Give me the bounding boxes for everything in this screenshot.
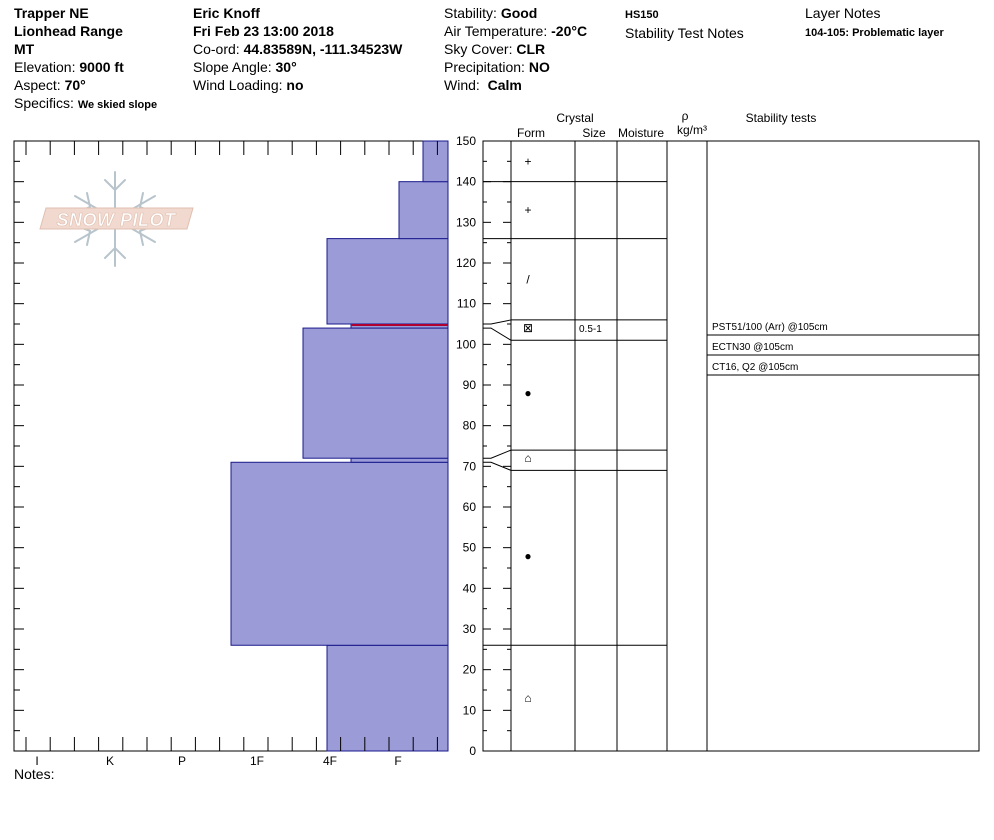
height-tick-30: 30 bbox=[463, 622, 477, 636]
height-tick-60: 60 bbox=[463, 500, 477, 514]
location-name: Trapper NE bbox=[14, 5, 89, 21]
hardness-bar-1 bbox=[230, 461, 449, 646]
logo-wordmark: SNOW PILOT bbox=[57, 210, 177, 230]
wind: Wind: Calm bbox=[444, 77, 522, 93]
stability: Stability: Good bbox=[444, 5, 538, 21]
hardness-bar-6 bbox=[398, 181, 449, 240]
header-col-2: Eric Knoff Fri Feb 23 13:00 2018 Co-ord:… bbox=[193, 4, 402, 94]
hardness-bar-7 bbox=[422, 140, 449, 183]
height-tick-120: 120 bbox=[456, 256, 476, 270]
stability-notes-title: Stability Test Notes bbox=[625, 25, 744, 41]
height-tick-10: 10 bbox=[463, 703, 477, 717]
hardness-label-f: F bbox=[394, 754, 401, 768]
hardness-label-1f: 1F bbox=[250, 754, 264, 768]
crystal-form-6: ● bbox=[524, 549, 531, 563]
slope-angle: Slope Angle: 30° bbox=[193, 59, 297, 75]
height-tick-110: 110 bbox=[457, 297, 476, 311]
stability-tests: PST51/100 (Arr) @105cm ECTN30 @105cm CT1… bbox=[707, 322, 979, 376]
hardness-bar-2 bbox=[350, 457, 449, 463]
hardness-label-4f: 4F bbox=[323, 754, 337, 768]
stability-test-pst: PST51/100 (Arr) @105cm bbox=[712, 322, 828, 333]
crystal-form-1: + bbox=[524, 203, 531, 217]
crystal-form-5: ⌂ bbox=[524, 451, 531, 465]
layer-notes-title: Layer Notes bbox=[805, 5, 881, 21]
height-tick-140: 140 bbox=[456, 175, 476, 189]
layer-note: 104-105: Problematic layer bbox=[805, 27, 944, 39]
hardness-label-i: I bbox=[35, 754, 38, 768]
table-frame bbox=[482, 140, 980, 752]
header-col-4: HS150 Stability Test Notes bbox=[625, 4, 744, 42]
elevation: Elevation: 9000 ft bbox=[14, 59, 124, 75]
boundary-connector-3 bbox=[483, 319, 512, 325]
wind-loading: Wind Loading: no bbox=[193, 77, 304, 93]
hardness-bar-3 bbox=[302, 327, 449, 459]
coordinates: Co-ord: 44.83589N, -111.34523W bbox=[193, 41, 403, 57]
header-form: Form bbox=[517, 126, 545, 140]
crystal-size-3: 0.5-1 bbox=[579, 324, 602, 335]
snowpilot-logo: SNOW PILOT bbox=[39, 171, 194, 267]
layer-boundaries bbox=[483, 140, 667, 646]
boundary-connector-5 bbox=[483, 449, 512, 459]
crystal-form-4: ● bbox=[524, 386, 531, 400]
observer-name: Eric Knoff bbox=[193, 5, 260, 21]
header-stability-tests: Stability tests bbox=[746, 111, 817, 125]
specifics: Specifics: We skied slope bbox=[14, 95, 158, 111]
crystal-rows: + + / ⊠ 0.5-1 ● ⌂ ● ⌂ bbox=[523, 154, 602, 705]
stability-test-ectn: ECTN30 @105cm bbox=[712, 342, 793, 353]
hardness-label-p: P bbox=[178, 754, 186, 768]
crystal-form-0: + bbox=[524, 154, 531, 168]
layer-table: + + / ⊠ 0.5-1 ● ⌂ ● ⌂ bbox=[482, 140, 980, 752]
header-col-1: Trapper NE Lionhead Range MT Elevation: … bbox=[14, 4, 157, 114]
boundary-connector-6 bbox=[483, 461, 512, 471]
crystal-form-2: / bbox=[526, 272, 530, 286]
height-tick-20: 20 bbox=[463, 663, 477, 677]
air-temperature: Air Temperature: -20°C bbox=[444, 23, 588, 39]
height-tick-0: 0 bbox=[469, 744, 476, 758]
state: MT bbox=[14, 41, 35, 57]
boundary-connector-4 bbox=[483, 327, 512, 341]
hardness-scale: I K P 1F 4F F bbox=[35, 754, 401, 768]
height-tick-90: 90 bbox=[463, 378, 477, 392]
header-col-3: Stability: Good Air Temperature: -20°C S… bbox=[444, 4, 587, 94]
height-tick-70: 70 bbox=[463, 459, 477, 473]
hardness-bar-5 bbox=[326, 238, 449, 325]
height-tick-50: 50 bbox=[463, 541, 477, 555]
header-size: Size bbox=[582, 126, 606, 140]
notes-label: Notes: bbox=[14, 766, 55, 782]
hardness-bar-0 bbox=[326, 644, 449, 752]
table-headers: Crystal Form Size Moisture ρ kg/m³ Stabi… bbox=[517, 109, 816, 140]
sky-cover: Sky Cover: CLR bbox=[444, 41, 546, 57]
aspect: Aspect: 70° bbox=[14, 77, 86, 93]
stability-test-ct: CT16, Q2 @105cm bbox=[712, 362, 798, 373]
crystal-form-3: ⊠ bbox=[523, 321, 533, 335]
header-density-symbol: ρ bbox=[682, 109, 689, 123]
height-tick-130: 130 bbox=[456, 215, 476, 229]
crystal-form-7: ⌂ bbox=[524, 691, 531, 705]
height-tick-150: 150 bbox=[456, 134, 476, 148]
header-moisture: Moisture bbox=[618, 126, 664, 140]
observation-datetime: Fri Feb 23 13:00 2018 bbox=[193, 23, 334, 39]
mountain-range: Lionhead Range bbox=[14, 23, 123, 39]
plot-ticks bbox=[14, 141, 438, 751]
header-col-5: Layer Notes 104-105: Problematic layer bbox=[805, 4, 944, 42]
precipitation: Precipitation: NO bbox=[444, 59, 550, 75]
hardness-label-k: K bbox=[106, 754, 114, 768]
height-tick-80: 80 bbox=[463, 419, 477, 433]
header-crystal: Crystal bbox=[556, 111, 593, 125]
header-density-unit: kg/m³ bbox=[677, 123, 707, 137]
snow-height: HS150 bbox=[625, 9, 659, 21]
height-tick-40: 40 bbox=[463, 581, 477, 595]
hardness-profile bbox=[230, 140, 449, 752]
height-axis: 0 10 20 30 40 50 60 70 80 90 100 110 120 130 140 150 bbox=[456, 134, 511, 758]
height-tick-100: 100 bbox=[456, 337, 476, 351]
